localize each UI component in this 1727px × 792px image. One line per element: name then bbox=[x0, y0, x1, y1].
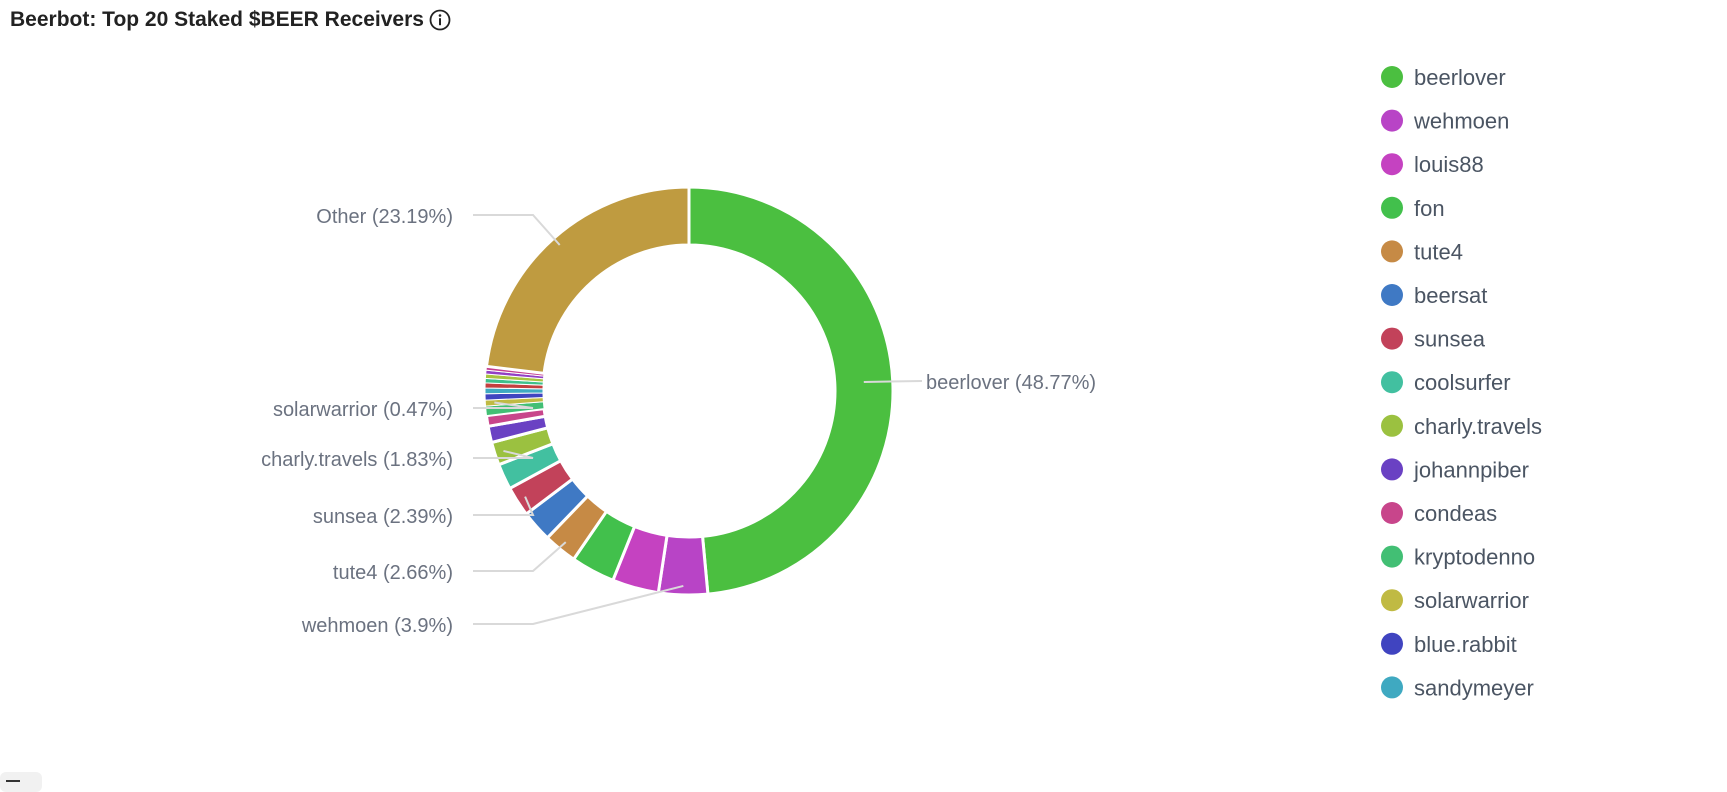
leader-line-other bbox=[473, 214, 561, 246]
legend-item-sandymeyer[interactable]: sandymeyer bbox=[1381, 675, 1534, 700]
legend-swatch bbox=[1381, 371, 1403, 394]
legend-label: johannpiber bbox=[1413, 457, 1529, 482]
slice-label-solarwarrior: solarwarrior (0.47%) bbox=[273, 399, 453, 421]
legend-item-tute4[interactable]: tute4 bbox=[1381, 239, 1463, 264]
slice-label-tute4: tute4 (2.66%) bbox=[333, 562, 453, 584]
legend-swatch bbox=[1381, 589, 1403, 612]
legend-item-solarwarrior[interactable]: solarwarrior bbox=[1381, 588, 1529, 613]
leader-line-sunsea bbox=[473, 496, 535, 516]
legend-label: tute4 bbox=[1414, 239, 1463, 264]
slice-label-wehmoen: wehmoen (3.9%) bbox=[301, 615, 453, 637]
legend-item-beerlover[interactable]: beerlover bbox=[1381, 65, 1506, 90]
legend-label: louis88 bbox=[1414, 152, 1484, 177]
leader-line-solarwarrior bbox=[473, 401, 534, 409]
legend-item-sunsea[interactable]: sunsea bbox=[1381, 327, 1486, 352]
legend-label: sandymeyer bbox=[1414, 675, 1534, 700]
legend-swatch bbox=[1381, 66, 1403, 88]
legend-swatch bbox=[1381, 458, 1403, 481]
legend-swatch bbox=[1381, 240, 1403, 263]
slice-label-beerlover: beerlover (48.77%) bbox=[926, 372, 1096, 394]
legend-item-johannpiber[interactable]: johannpiber bbox=[1381, 457, 1529, 482]
leader-line-beerlover bbox=[863, 380, 923, 383]
label-leader-lines bbox=[473, 214, 923, 625]
legend-label: beersat bbox=[1414, 283, 1487, 308]
legend-item-wehmoen[interactable]: wehmoen bbox=[1381, 109, 1509, 134]
legend-swatch bbox=[1381, 284, 1403, 306]
slice-other[interactable] bbox=[484, 185, 691, 376]
legend-label: beerlover bbox=[1414, 65, 1506, 90]
legend-swatch bbox=[1381, 632, 1403, 655]
legend-swatch bbox=[1381, 502, 1403, 524]
legend-item-louis88[interactable]: louis88 bbox=[1381, 152, 1484, 177]
menu-icon bbox=[6, 780, 20, 782]
legend-label: fon bbox=[1414, 196, 1445, 221]
leader-line-tute4 bbox=[473, 541, 567, 572]
legend-label: sunsea bbox=[1414, 327, 1486, 352]
legend-label: charly.travels bbox=[1414, 414, 1542, 439]
chart-title: Beerbot: Top 20 Staked $BEER Receivers bbox=[10, 8, 424, 31]
legend-swatch bbox=[1381, 414, 1403, 437]
chart-slices bbox=[484, 185, 895, 597]
legend-swatch bbox=[1381, 327, 1403, 350]
chart-header: Beerbot: Top 20 Staked $BEER Receivers bbox=[10, 6, 452, 34]
legend-label: wehmoen bbox=[1413, 109, 1509, 134]
legend-label: kryptodenno bbox=[1414, 545, 1535, 570]
legend-swatch bbox=[1381, 676, 1403, 699]
menu-toggle-button[interactable] bbox=[0, 772, 42, 792]
legend-swatch bbox=[1381, 196, 1403, 219]
slice-beerlover[interactable] bbox=[687, 185, 895, 596]
info-icon[interactable] bbox=[428, 8, 452, 32]
slice-labels: beerlover (48.77%) wehmoen (3.9%) tute4 (2… bbox=[261, 206, 1096, 637]
legend-item-condeas[interactable]: condeas bbox=[1381, 501, 1497, 526]
legend-swatch bbox=[1381, 109, 1403, 132]
legend-label: solarwarrior bbox=[1414, 588, 1529, 613]
legend-item-beersat[interactable]: beersat bbox=[1381, 283, 1487, 308]
slice-label-charly-travels: charly.travels (1.83%) bbox=[261, 449, 453, 471]
legend-item-fon[interactable]: fon bbox=[1381, 196, 1445, 221]
chart-legend: beerlover wehmoen louis88 fon tute4 beersat su… bbox=[1381, 65, 1542, 700]
legend-item-kryptodenno[interactable]: kryptodenno bbox=[1381, 545, 1535, 570]
slice-label-sunsea: sunsea (2.39%) bbox=[313, 506, 453, 528]
leader-line-wehmoen bbox=[473, 584, 684, 625]
leader-line-charly-travels bbox=[473, 449, 534, 459]
legend-item-coolsurfer[interactable]: coolsurfer bbox=[1381, 370, 1511, 395]
legend-swatch bbox=[1381, 153, 1403, 176]
legend-label: condeas bbox=[1414, 501, 1497, 526]
slice-label-other: Other (23.19%) bbox=[316, 206, 453, 228]
legend-label: blue.rabbit bbox=[1414, 632, 1517, 657]
legend-label: coolsurfer bbox=[1414, 370, 1511, 395]
legend-swatch bbox=[1381, 545, 1403, 568]
legend-item-charly-travels[interactable]: charly.travels bbox=[1381, 414, 1542, 439]
legend-item-blue-rabbit[interactable]: blue.rabbit bbox=[1381, 632, 1517, 657]
